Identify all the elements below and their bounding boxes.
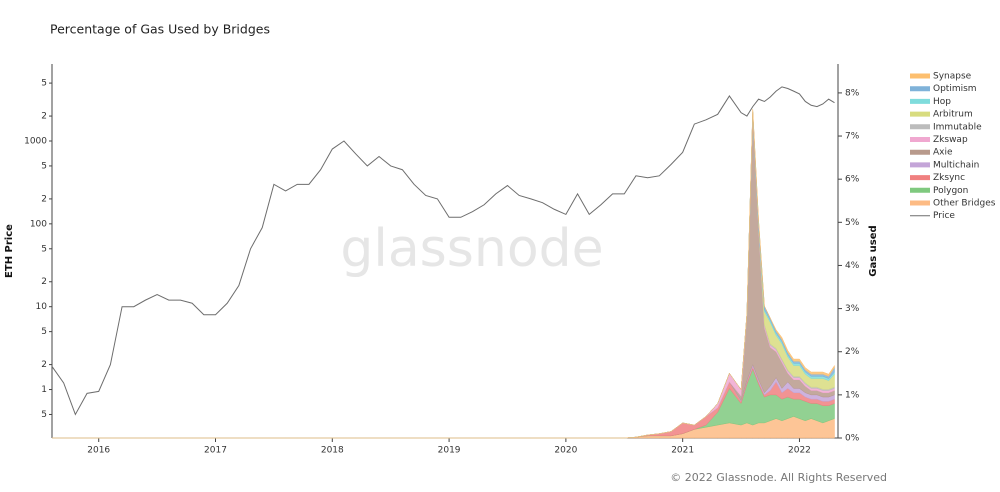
y-tick-label: 5 bbox=[41, 244, 47, 254]
chart-title: Percentage of Gas Used by Bridges bbox=[50, 22, 270, 37]
legend-label: Zksync bbox=[933, 173, 965, 183]
y-tick-label: 1 bbox=[41, 385, 47, 395]
legend-label: Synapse bbox=[933, 72, 972, 82]
y2-tick-label: 2% bbox=[845, 347, 860, 357]
legend-label: Hop bbox=[933, 97, 951, 107]
y2-tick-label: 7% bbox=[845, 132, 860, 142]
y-tick-label: 2 bbox=[41, 277, 47, 287]
y-tick-label: 2 bbox=[41, 112, 47, 122]
y2-tick-label: 8% bbox=[845, 88, 860, 98]
y2-tick-label: 5% bbox=[845, 218, 860, 228]
legend-label: Zkswap bbox=[933, 135, 968, 145]
legend-label: Immutable bbox=[933, 122, 982, 132]
y-axis-label: ETH Price bbox=[4, 224, 15, 278]
x-tick-label: 2020 bbox=[554, 446, 577, 456]
legend-label: Multichain bbox=[933, 160, 979, 170]
y-tick-label: 5 bbox=[41, 161, 47, 171]
y-tick-label: 5 bbox=[41, 79, 47, 89]
stacked-area bbox=[52, 109, 835, 439]
price-line bbox=[51, 86, 835, 416]
y-tick-label: 100 bbox=[30, 219, 47, 229]
y2-tick-label: 4% bbox=[845, 261, 860, 271]
legend-label: Price bbox=[933, 211, 955, 221]
y-tick-label: 2 bbox=[41, 360, 47, 370]
x-tick-label: 2021 bbox=[671, 446, 694, 456]
y2-tick-label: 3% bbox=[845, 304, 860, 314]
y-tick-label: 2 bbox=[41, 194, 47, 204]
y2-tick-label: 1% bbox=[845, 390, 860, 400]
legend-label: Optimism bbox=[933, 84, 977, 94]
x-tick-label: 2017 bbox=[204, 446, 227, 456]
y-tick-label: 5 bbox=[41, 410, 47, 420]
y-tick-label: 5 bbox=[41, 327, 47, 337]
watermark: glassnode bbox=[340, 219, 603, 279]
y2-axis-label: Gas used bbox=[868, 225, 879, 276]
y-tick-label: 10 bbox=[36, 302, 48, 312]
y2-tick-label: 6% bbox=[845, 175, 860, 185]
legend-label: Other Bridges bbox=[933, 199, 996, 209]
x-tick-label: 2016 bbox=[87, 446, 110, 456]
x-tick-label: 2022 bbox=[788, 446, 811, 456]
legend-label: Arbitrum bbox=[933, 110, 973, 120]
y2-tick-label: 0% bbox=[845, 434, 860, 444]
legend-label: Polygon bbox=[933, 186, 968, 196]
x-tick-label: 2019 bbox=[438, 446, 461, 456]
x-tick-label: 2018 bbox=[321, 446, 344, 456]
y-tick-label: 1000 bbox=[24, 136, 47, 146]
footer: © 2022 Glassnode. All Rights Reserved bbox=[670, 471, 887, 484]
legend-label: Axie bbox=[933, 148, 953, 158]
